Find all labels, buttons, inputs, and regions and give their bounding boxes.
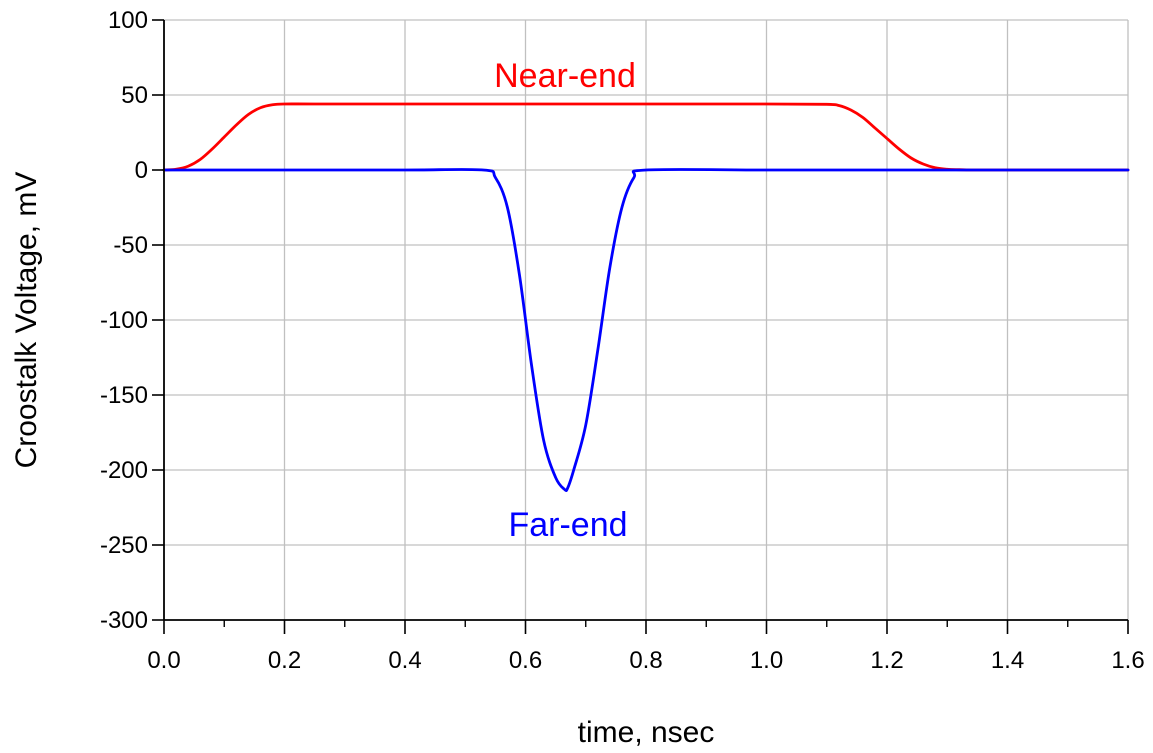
series-layer xyxy=(162,102,1130,493)
y-tick-label: -250 xyxy=(100,532,148,559)
y-tick-label: 100 xyxy=(108,7,148,34)
x-tick-label: 1.6 xyxy=(1111,647,1144,674)
x-tick-label: 1.2 xyxy=(870,647,903,674)
grid xyxy=(164,19,1129,620)
x-tick-label: 1.0 xyxy=(750,647,783,674)
y-tick-label: 50 xyxy=(121,82,148,109)
series-line-far-end xyxy=(162,168,1130,493)
y-tick-label: 0 xyxy=(135,157,148,184)
x-tick-label: 0.0 xyxy=(147,647,180,674)
far-end-annotation: Far-end xyxy=(508,506,627,544)
x-tick-label: 1.4 xyxy=(991,647,1024,674)
near-end-annotation: Near-end xyxy=(494,57,636,95)
y-axis-title: Croostalk Voltage, mV xyxy=(10,172,43,469)
axes: 0.0 0.2 0.4 0.6 0.8 1.0 1.2 1.4 1.6 100 50 0 -50 -100… xyxy=(100,7,1145,674)
y-tick-label: -150 xyxy=(100,382,148,409)
labels: Near-end Far-end time, nsec Croostalk Vo… xyxy=(10,57,715,749)
x-tick-label: 0.4 xyxy=(388,647,421,674)
y-tick-label: -50 xyxy=(113,232,148,259)
y-tick-label: -300 xyxy=(100,607,148,634)
x-tick-label: 0.8 xyxy=(629,647,662,674)
x-tick-label: 0.2 xyxy=(268,647,301,674)
y-tick-label: -100 xyxy=(100,307,148,334)
x-tick-label: 0.6 xyxy=(509,647,542,674)
x-axis-title: time, nsec xyxy=(578,716,715,748)
y-tick-label: -200 xyxy=(100,457,148,484)
